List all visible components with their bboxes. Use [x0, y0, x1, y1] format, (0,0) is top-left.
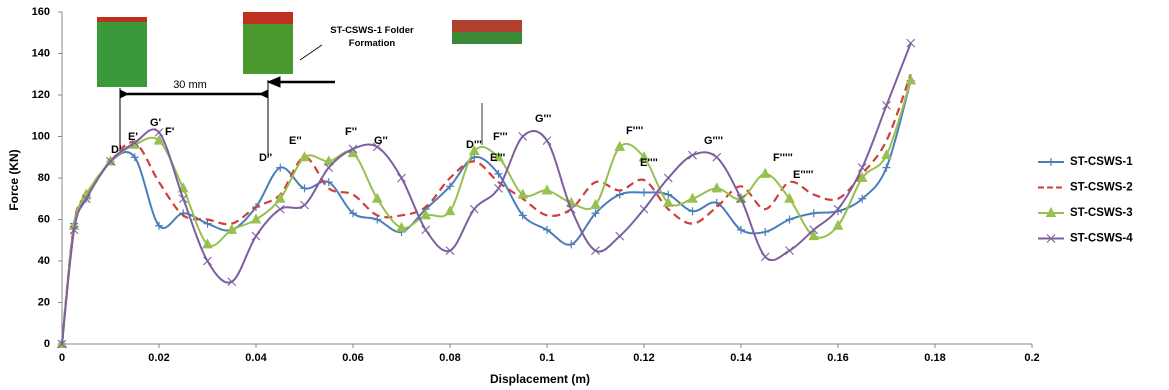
data-marker: [252, 215, 261, 224]
data-marker: [883, 101, 891, 109]
y-tick-label: 120: [32, 89, 50, 101]
annotation: D': [111, 144, 122, 156]
legend-label: ST-CSWS-1: [1070, 156, 1133, 168]
annotation: G'': [374, 135, 388, 147]
annotation: F''''': [773, 152, 793, 164]
data-marker: [252, 232, 260, 240]
y-tick-label: 0: [44, 338, 50, 350]
x-tick-label: 0: [59, 352, 65, 364]
data-marker: [882, 150, 891, 159]
data-marker: [858, 164, 866, 172]
x-tick-label: 0.02: [148, 352, 169, 364]
x-tick-label: 0.08: [439, 352, 460, 364]
legend-label: ST-CSWS-2: [1070, 182, 1133, 194]
annotation-note: ST-CSWS-1 Folder Formation: [322, 24, 422, 48]
data-marker: [689, 207, 697, 215]
annotation: G': [150, 117, 162, 129]
x-axis-title: Displacement (m): [490, 372, 590, 386]
data-marker: [761, 228, 769, 236]
y-tick-label: 40: [38, 255, 50, 267]
specimen-images: [97, 12, 522, 87]
annotation: F': [165, 126, 175, 138]
x-tick-label: 0.1: [539, 352, 554, 364]
annotation: E'''': [640, 157, 658, 169]
data-marker: [907, 39, 915, 47]
data-marker: [786, 247, 794, 255]
data-marker: [616, 191, 624, 199]
data-marker: [761, 253, 769, 261]
data-marker: [398, 174, 406, 182]
annotation: F''': [493, 131, 508, 143]
y-axis-title: Force (KN): [7, 149, 21, 210]
series-line: [62, 74, 911, 344]
annotation: E'': [289, 135, 302, 147]
y-tick-label: 20: [38, 296, 50, 308]
dimension-label: 30 mm: [173, 79, 207, 91]
data-marker: [810, 209, 818, 217]
y-tick-label: 140: [32, 47, 50, 59]
y-tick-label: 100: [32, 130, 50, 142]
data-marker: [495, 184, 503, 192]
data-marker: [616, 232, 624, 240]
data-marker: [301, 201, 309, 209]
annotation: F'''': [626, 125, 644, 137]
x-tick-label: 0.16: [827, 352, 848, 364]
data-marker: [906, 75, 915, 84]
data-marker: [883, 164, 891, 172]
annotation: D'': [259, 152, 273, 164]
x-tick-label: 0.14: [730, 352, 752, 364]
data-marker: [664, 174, 672, 182]
annotation: G'''': [704, 135, 723, 147]
data-marker: [470, 205, 478, 213]
data-marker: [519, 133, 527, 141]
annotation: D''': [466, 139, 482, 151]
annotation: G''': [535, 113, 552, 125]
data-marker: [543, 137, 551, 145]
legend-marker: [1047, 158, 1055, 166]
chart: 30 mm Displacement (m) Force (KN) 0 20 40 6…: [0, 0, 1169, 390]
page: 30 mm Displacement (m) Force (KN) 0 20 40 6…: [0, 0, 1169, 390]
series-line: [62, 80, 911, 344]
data-marker: [204, 257, 212, 265]
data-marker: [640, 189, 648, 197]
annotation: E': [128, 131, 138, 143]
data-marker: [276, 205, 284, 213]
annotation: E''''': [793, 169, 814, 181]
data-marker: [761, 169, 770, 178]
x-tick-label: 0.04: [245, 352, 267, 364]
annotation: F'': [345, 126, 357, 138]
x-tick-label: 0.18: [924, 352, 945, 364]
data-marker: [615, 142, 624, 151]
y-tick-label: 60: [38, 213, 50, 225]
legend-label: ST-CSWS-4: [1070, 233, 1133, 245]
y-tick-label: 80: [38, 172, 50, 184]
data-marker: [689, 151, 697, 159]
data-marker: [640, 205, 648, 213]
series-line: [62, 80, 911, 344]
annotation: E''': [490, 152, 506, 164]
x-tick-label: 0.06: [342, 352, 363, 364]
data-marker: [713, 153, 721, 161]
data-marker: [786, 216, 794, 224]
data-marker: [373, 216, 381, 224]
x-tick-label: 0.12: [633, 352, 654, 364]
data-marker: [422, 226, 430, 234]
x-tick-label: 0.2: [1024, 352, 1039, 364]
y-tick-label: 160: [32, 6, 50, 18]
data-marker: [712, 183, 721, 192]
legend-label: ST-CSWS-3: [1070, 207, 1133, 219]
